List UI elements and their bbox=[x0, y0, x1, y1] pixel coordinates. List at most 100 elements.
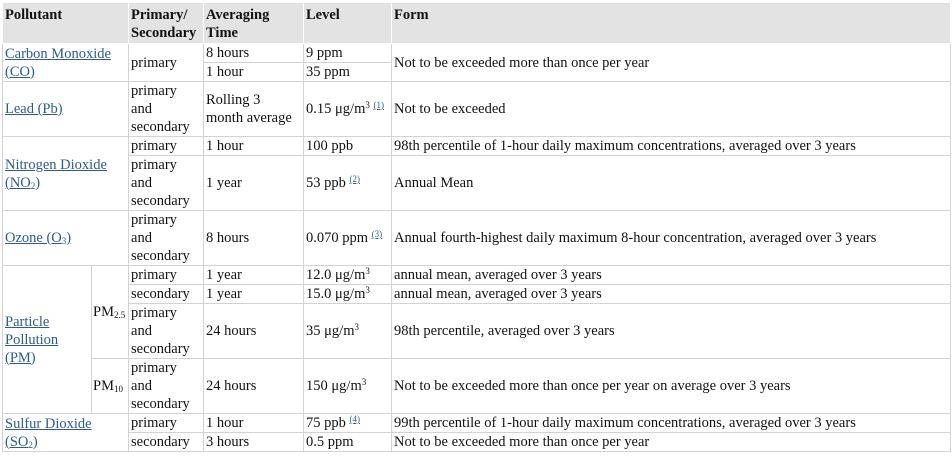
table-row: secondary 1 year 15.0 μg/m3 annual mean,… bbox=[3, 284, 952, 304]
pollutant-link-lead[interactable]: Lead (Pb) bbox=[5, 101, 63, 117]
table-row: Sulfur Dioxide (SO2) primary 1 hour 75 p… bbox=[1, 413, 952, 452]
level-cell: 9 ppm bbox=[303, 43, 393, 63]
time-cell: Rolling 3 month average bbox=[203, 81, 305, 137]
pollutant-link-pm[interactable]: Particle Pollution (PM) bbox=[5, 313, 59, 366]
type-cell: primary bbox=[128, 43, 205, 82]
footnote-link-1[interactable]: (1) bbox=[373, 100, 384, 110]
pollutant-cell: Nitrogen Dioxide (NO2) bbox=[1, 136, 130, 211]
time-cell: 1 hour bbox=[203, 413, 305, 433]
type-cell: secondary bbox=[128, 284, 205, 304]
pm25-subscript: 2.5 bbox=[113, 310, 126, 320]
level-cell: 150 μg/m3 bbox=[303, 358, 393, 414]
pollutant-cell: Carbon Monoxide (CO) bbox=[1, 43, 130, 82]
pollutant-name-end: ) bbox=[66, 230, 72, 246]
pollutant-link-ozone[interactable]: Ozone (O3) bbox=[5, 230, 71, 246]
pm10-subscript: 10 bbox=[113, 384, 123, 394]
pm25-label: PM bbox=[93, 304, 114, 320]
pollutant-link-co[interactable]: Carbon Monoxide (CO) bbox=[5, 45, 111, 80]
footnote-link-3[interactable]: (3) bbox=[371, 229, 383, 239]
level-cell: 100 ppb bbox=[303, 136, 393, 156]
time-cell: 1 hour bbox=[203, 62, 305, 82]
footnote-link-2[interactable]: (2) bbox=[349, 174, 361, 184]
type-cell: secondary bbox=[128, 432, 205, 452]
table-row: PM10 primary and secondary 24 hours 150 … bbox=[3, 358, 952, 414]
time-cell: 1 year bbox=[203, 265, 305, 285]
header-level: Level bbox=[303, 2, 393, 44]
type-cell: primary and secondary bbox=[128, 155, 205, 211]
form-cell: Not to be exceeded bbox=[391, 81, 952, 137]
level-superscript: 3 bbox=[365, 100, 370, 110]
pollutant-cell: Ozone (O3) bbox=[1, 210, 130, 266]
time-cell: 1 year bbox=[203, 155, 305, 211]
header-primary-secondary: Primary/ Secondary bbox=[128, 2, 205, 44]
level-cell: 15.0 μg/m3 bbox=[303, 284, 393, 304]
table-row: Carbon Monoxide (CO) primary 8 hours 9 p… bbox=[1, 43, 952, 82]
header-averaging-time: Averaging Time bbox=[203, 2, 305, 44]
pollutant-name: Sulfur Dioxide (SO bbox=[5, 415, 92, 450]
level-value: 0.15 μg/m bbox=[306, 101, 366, 117]
header-pollutant: Pollutant bbox=[1, 2, 130, 44]
pollutant-name-end: ) bbox=[32, 433, 38, 450]
level-superscript: 3 bbox=[365, 266, 370, 276]
table-row: Lead (Pb) primary and secondary Rolling … bbox=[1, 81, 952, 137]
time-cell: 24 hours bbox=[203, 303, 305, 359]
level-value: 75 ppb bbox=[306, 415, 346, 431]
table-row: Ozone (O3) primary and secondary 8 hours… bbox=[1, 210, 952, 266]
level-cell: 12.0 μg/m3 bbox=[303, 265, 393, 285]
pollutant-cell: Particle Pollution (PM) bbox=[2, 265, 92, 414]
header-row: Pollutant Primary/ Secondary Averaging T… bbox=[1, 2, 952, 44]
time-cell: 1 hour bbox=[203, 136, 305, 156]
level-superscript: 3 bbox=[361, 377, 367, 387]
pm10-cell: PM10 bbox=[90, 358, 130, 414]
pollutant-subscript: 2 bbox=[30, 180, 36, 191]
type-cell: primary and secondary bbox=[128, 303, 205, 359]
type-cell: primary bbox=[128, 413, 205, 433]
level-superscript: 3 bbox=[354, 322, 359, 332]
level-superscript: 3 bbox=[365, 285, 370, 295]
level-cell: 35 ppm bbox=[303, 62, 393, 82]
pollutant-name: Ozone (O bbox=[5, 230, 62, 246]
pollutant-cell: Sulfur Dioxide (SO2) bbox=[1, 413, 130, 452]
table-row: secondary 3 hours 0.5 ppm Not to be exce… bbox=[3, 432, 952, 452]
pollutant-name-end: ) bbox=[35, 174, 41, 191]
level-value: 53 ppb bbox=[306, 175, 346, 191]
time-cell: 8 hours bbox=[203, 43, 305, 63]
type-cell: primary and secondary bbox=[128, 358, 205, 414]
pollutant-name: Nitrogen Dioxide (NO bbox=[5, 156, 107, 191]
form-cell: annual mean, averaged over 3 years bbox=[391, 265, 952, 285]
naaqs-table: Pollutant Primary/ Secondary Averaging T… bbox=[1, 2, 952, 452]
type-cell: primary and secondary bbox=[128, 81, 205, 137]
level-value: 150 μg/m bbox=[306, 378, 362, 394]
header-form: Form bbox=[391, 2, 952, 44]
pollutant-link-so2[interactable]: Sulfur Dioxide (SO2) bbox=[5, 416, 92, 450]
type-cell: primary and secondary bbox=[128, 210, 205, 266]
form-cell: Annual Mean bbox=[391, 155, 952, 211]
table-row: primary and secondary 24 hours 35 μg/m3 … bbox=[3, 303, 952, 359]
time-cell: 3 hours bbox=[203, 432, 305, 452]
form-cell: annual mean, averaged over 3 years bbox=[391, 284, 952, 304]
pm10-label: PM bbox=[93, 378, 114, 394]
form-cell: Annual fourth-highest daily maximum 8-ho… bbox=[391, 210, 952, 266]
level-value: 15.0 μg/m bbox=[306, 286, 366, 302]
pollutant-subscript: 2 bbox=[28, 439, 33, 450]
form-cell: 98th percentile, averaged over 3 years bbox=[391, 303, 952, 359]
pm25-cell: PM2.5 bbox=[90, 265, 130, 359]
level-cell: 75 ppb (4) bbox=[303, 413, 393, 433]
level-cell: 0.15 μg/m3 (1) bbox=[303, 81, 393, 137]
pollutant-cell: Lead (Pb) bbox=[1, 81, 130, 137]
level-cell: 0.5 ppm bbox=[303, 432, 393, 452]
form-cell: 99th percentile of 1-hour daily maximum … bbox=[391, 413, 952, 433]
time-cell: 24 hours bbox=[203, 358, 305, 414]
level-value: 12.0 μg/m bbox=[306, 267, 366, 283]
type-cell: primary bbox=[128, 136, 205, 156]
level-cell: 53 ppb (2) bbox=[303, 155, 393, 211]
time-cell: 8 hours bbox=[203, 210, 305, 266]
form-cell: Not to be exceeded more than once per ye… bbox=[391, 43, 952, 82]
level-value: 0.070 ppm bbox=[306, 230, 369, 246]
pollutant-link-no2[interactable]: Nitrogen Dioxide (NO2) bbox=[5, 157, 107, 191]
table-row: Particle Pollution (PM) PM2.5 primary 1 … bbox=[2, 265, 952, 414]
footnote-link-4[interactable]: (4) bbox=[349, 414, 361, 424]
type-cell: primary bbox=[128, 265, 205, 285]
level-cell: 0.070 ppm (3) bbox=[303, 210, 393, 266]
time-cell: 1 year bbox=[203, 284, 305, 304]
